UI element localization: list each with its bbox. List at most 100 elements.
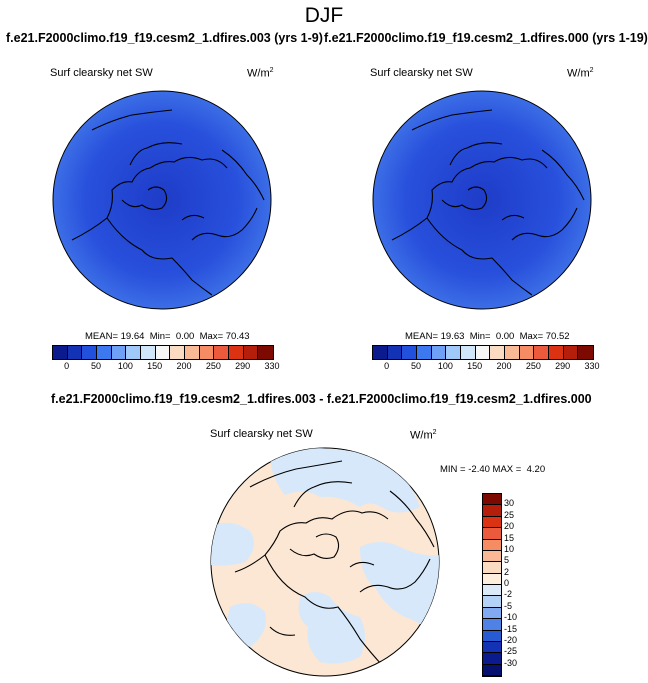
colorbar-swatch <box>67 346 83 359</box>
colorbar-tick-label: 150 <box>147 361 163 371</box>
colorbar-tick-label: -10 <box>504 612 518 623</box>
colorbar-swatch <box>504 346 520 359</box>
colorbar-swatch <box>170 346 185 359</box>
right-colorbar <box>372 345 594 360</box>
colorbar-swatch <box>373 346 388 359</box>
colorbar-swatch <box>446 346 461 359</box>
colorbar-swatch <box>563 346 579 359</box>
colorbar-swatch <box>483 664 501 676</box>
colorbar-swatch <box>483 528 501 540</box>
right-colorbar-ticks: 0 50 100 150 200 250 290 330 <box>372 361 599 373</box>
colorbar-tick-label: 2 <box>504 566 510 577</box>
colorbar-swatch <box>483 641 501 654</box>
colorbar-swatch <box>548 346 564 359</box>
page-title: DJF <box>304 4 344 27</box>
colorbar-swatch <box>199 346 215 359</box>
colorbar-swatch <box>431 346 447 359</box>
colorbar-tick-label: -2 <box>504 589 513 600</box>
colorbar-swatch <box>126 346 141 359</box>
colorbar-swatch <box>483 630 501 642</box>
colorbar-swatch <box>483 596 501 608</box>
colorbar-swatch <box>53 346 68 359</box>
colorbar-swatch <box>519 346 535 359</box>
colorbar-swatch <box>483 550 501 563</box>
colorbar-tick-label: 100 <box>117 361 133 371</box>
colorbar-swatch <box>483 516 501 529</box>
colorbar-tick-label: 290 <box>555 361 571 371</box>
diff-negative-regions <box>211 448 439 664</box>
left-polar-map <box>52 90 272 310</box>
colorbar-tick-label: 20 <box>504 521 515 532</box>
diff-coastlines <box>234 460 435 666</box>
diff-units-label: W/m2 <box>410 429 437 442</box>
colorbar-swatch <box>155 346 171 359</box>
colorbar-swatch <box>243 346 259 359</box>
right-polar-map <box>372 90 592 310</box>
left-colorbar-ticks: 0 50 100 150 200 250 290 330 <box>52 361 279 373</box>
colorbar-swatch <box>534 346 549 359</box>
colorbar-tick-label: 10 <box>504 543 515 554</box>
left-colorbar <box>52 345 274 360</box>
colorbar-tick-label: 250 <box>205 361 221 371</box>
colorbar-tick-label: -25 <box>504 646 518 657</box>
left-case-title: f.e21.F2000climo.f19_f19.cesm2_1.dfires.… <box>6 31 323 45</box>
colorbar-swatch <box>460 346 476 359</box>
colorbar-tick-label: 0 <box>504 578 510 588</box>
colorbar-swatch <box>483 619 501 631</box>
colorbar-tick-label: 290 <box>235 361 251 371</box>
colorbar-tick-label: 200 <box>496 361 512 371</box>
colorbar-tick-label: 0 <box>384 361 390 371</box>
colorbar-swatch <box>490 346 505 359</box>
colorbar-tick-label: -15 <box>504 623 518 634</box>
right-coastlines <box>391 109 585 296</box>
colorbar-tick-label: 0 <box>64 361 70 371</box>
colorbar-tick-label: 100 <box>437 361 453 371</box>
colorbar-swatch <box>184 346 200 359</box>
colorbar-swatch <box>483 585 501 597</box>
left-coastlines <box>71 109 265 296</box>
colorbar-tick-label: 50 <box>410 361 422 371</box>
colorbar-swatch <box>416 346 432 359</box>
colorbar-swatch <box>483 653 501 665</box>
colorbar-swatch <box>140 346 156 359</box>
colorbar-tick-label: 30 <box>504 498 515 509</box>
diff-stats: MIN = -2.40 MAX = 4.20 <box>440 464 546 475</box>
colorbar-swatch <box>82 346 97 359</box>
left-variable-label: Surf clearsky net SW <box>50 67 153 79</box>
colorbar-tick-label: 330 <box>584 361 600 371</box>
colorbar-swatch <box>483 539 501 551</box>
colorbar-swatch <box>387 346 403 359</box>
colorbar-tick-label: -30 <box>504 657 518 668</box>
colorbar-tick-label: 25 <box>504 509 515 520</box>
colorbar-tick-label: -5 <box>504 600 513 611</box>
colorbar-swatch <box>214 346 229 359</box>
right-stats: MEAN= 19.63 Min= 0.00 Max= 70.52 <box>405 331 570 342</box>
diff-polar-map <box>210 447 440 677</box>
colorbar-tick-label: -20 <box>504 634 518 645</box>
colorbar-tick-label: 15 <box>504 532 515 543</box>
colorbar-swatch <box>111 346 127 359</box>
colorbar-swatch <box>475 346 491 359</box>
colorbar-tick-label: 5 <box>504 555 510 566</box>
colorbar-swatch <box>258 346 273 359</box>
colorbar-swatch <box>402 346 417 359</box>
colorbar-tick-label: 200 <box>176 361 192 371</box>
colorbar-swatch <box>96 346 112 359</box>
left-stats: MEAN= 19.64 Min= 0.00 Max= 70.43 <box>85 331 250 342</box>
diff-variable-label: Surf clearsky net SW <box>210 428 313 440</box>
diff-colorbar-ticks: 30 25 20 15 10 5 2 0 -2 -5 -10 -15 -20 -25 -30 <box>504 493 534 675</box>
colorbar-tick-label: 250 <box>525 361 541 371</box>
colorbar-swatch <box>483 607 501 620</box>
colorbar-swatch <box>483 494 501 506</box>
diff-colorbar <box>482 493 502 677</box>
left-units-label: W/m2 <box>247 67 274 80</box>
colorbar-swatch <box>483 562 501 574</box>
right-case-title: f.e21.F2000climo.f19_f19.cesm2_1.dfires.… <box>324 31 648 45</box>
colorbar-swatch <box>483 505 501 517</box>
colorbar-swatch <box>578 346 593 359</box>
colorbar-tick-label: 150 <box>467 361 483 371</box>
right-units-label: W/m2 <box>567 67 594 80</box>
colorbar-tick-label: 330 <box>264 361 280 371</box>
diff-title: f.e21.F2000climo.f19_f19.cesm2_1.dfires.… <box>51 392 592 406</box>
colorbar-swatch <box>228 346 244 359</box>
